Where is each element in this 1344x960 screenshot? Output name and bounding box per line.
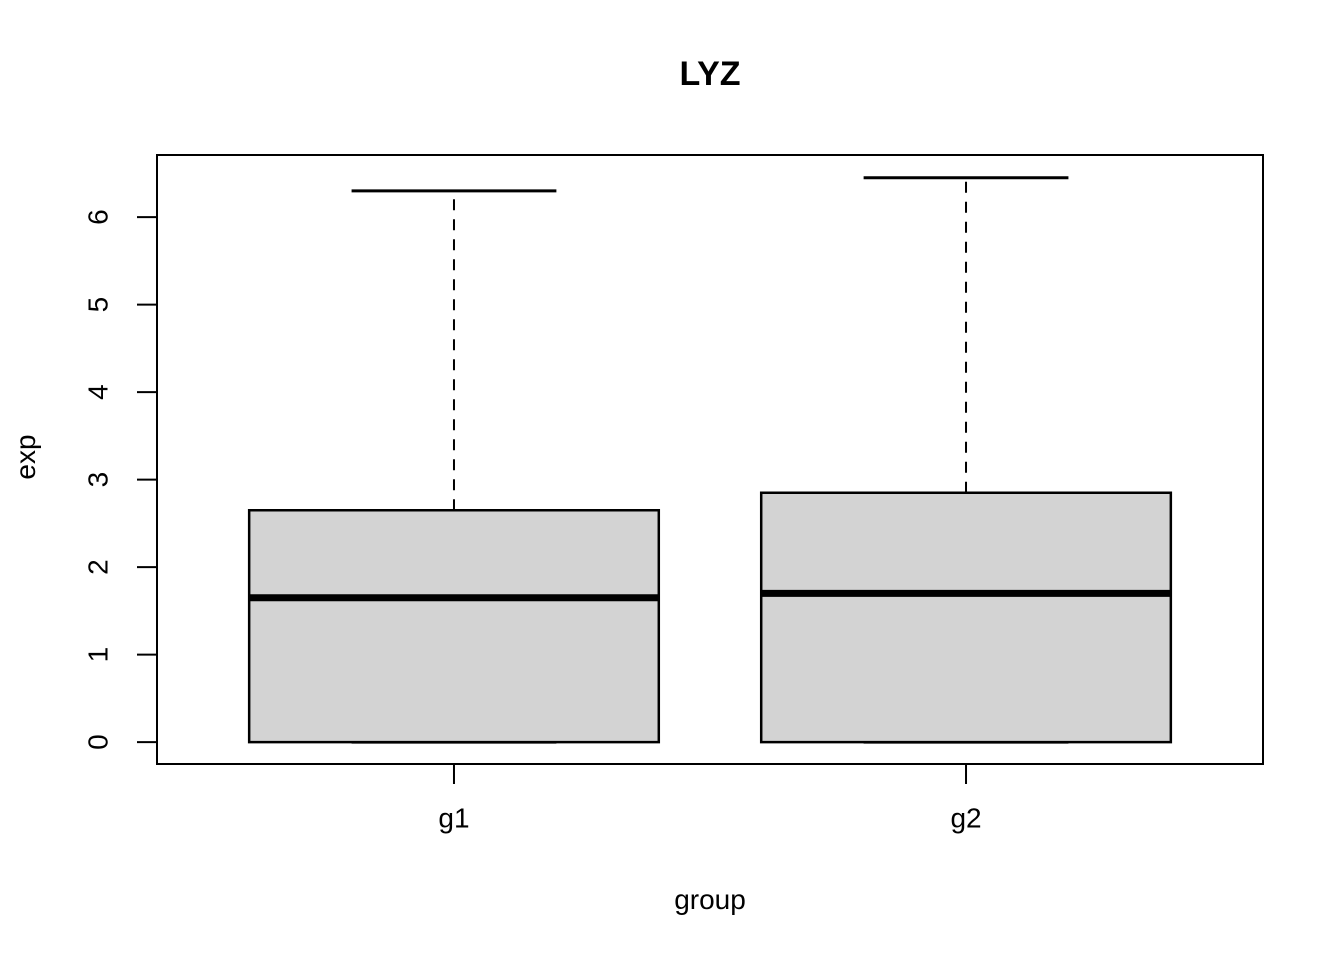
y-tick-label: 2 <box>83 559 114 575</box>
y-tick-label: 5 <box>83 297 114 313</box>
plot-border <box>156 154 1264 765</box>
y-tick-label: 3 <box>83 472 114 488</box>
y-tick-label: 4 <box>83 384 114 400</box>
y-tick-label: 1 <box>83 647 114 663</box>
y-tick-label: 6 <box>83 209 114 225</box>
iqr-box-g2 <box>759 491 1173 744</box>
x-axis-label: group <box>674 884 746 915</box>
y-tick-label: 0 <box>83 734 114 750</box>
chart-title: LYZ <box>679 55 741 93</box>
x-tick-label: g2 <box>950 803 981 834</box>
iqr-box-g1 <box>247 509 661 744</box>
x-tick-label: g1 <box>438 803 469 834</box>
